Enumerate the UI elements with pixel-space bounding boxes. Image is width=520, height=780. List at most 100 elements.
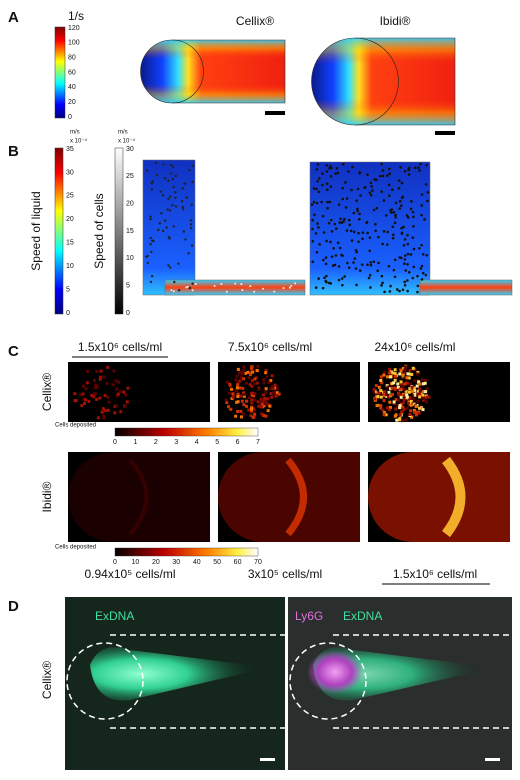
cell: [401, 405, 405, 409]
concentrations: 0.94x10⁵ cells/ml 3x10⁵ cells/ml 1.5x10⁶ c…: [84, 567, 490, 585]
particle: [328, 200, 332, 204]
particle: [189, 226, 193, 230]
scale-bar: [485, 758, 500, 761]
cell: [270, 395, 274, 399]
cell: [103, 393, 107, 397]
particle: [404, 269, 408, 272]
cell: [262, 377, 266, 381]
tick-label: 20: [66, 216, 74, 223]
particle: [416, 290, 419, 294]
cell: [125, 400, 129, 404]
tick-label: 25: [126, 173, 134, 180]
cell: [93, 378, 97, 382]
particle: [161, 229, 165, 233]
cell: [269, 386, 273, 390]
cell: [102, 375, 106, 379]
particle: [146, 261, 149, 265]
cell: [119, 410, 123, 414]
particle: [321, 286, 325, 290]
cell: [277, 392, 281, 396]
particle: [400, 226, 403, 230]
particle: [403, 169, 407, 173]
particle: [392, 268, 396, 272]
particle: [158, 222, 162, 225]
cell: [228, 384, 232, 388]
particle: [393, 221, 397, 225]
particle: [381, 174, 385, 178]
particle: [355, 199, 359, 202]
particle: [368, 273, 372, 277]
particle: [220, 282, 223, 285]
cell: [382, 411, 386, 415]
particle: [341, 197, 345, 201]
inlet-line: [171, 39, 204, 104]
cell: [422, 389, 426, 393]
cell: [264, 371, 268, 375]
particle: [424, 273, 428, 277]
cell: [95, 385, 99, 389]
cell: [250, 403, 254, 407]
cell: [385, 375, 389, 379]
particle: [190, 203, 193, 206]
particle: [366, 231, 369, 235]
cell: [275, 391, 279, 395]
cell: [398, 372, 402, 376]
particle: [386, 230, 389, 234]
cell: [82, 397, 86, 401]
particle: [398, 199, 402, 203]
cell: [98, 375, 102, 379]
particle: [399, 204, 403, 207]
particle: [169, 163, 173, 167]
particle: [420, 243, 423, 247]
colorbar-title: Speed of cells: [92, 193, 106, 268]
particle: [341, 162, 345, 166]
tick-label: 0: [66, 310, 70, 317]
cell: [114, 404, 118, 408]
cell: [250, 398, 254, 402]
cell: [238, 386, 242, 390]
deposition-front: [285, 457, 307, 537]
particle: [317, 177, 321, 180]
particle: [315, 250, 319, 254]
particle: [350, 188, 353, 192]
particle: [409, 253, 413, 256]
particle: [174, 174, 178, 178]
particle: [392, 211, 396, 214]
particle: [357, 231, 360, 235]
particle: [357, 217, 361, 221]
cell: [400, 410, 404, 414]
cell: [397, 418, 401, 422]
particle: [358, 212, 361, 216]
deposition-front: [441, 456, 466, 538]
tick-label: 15: [126, 228, 134, 235]
cell: [415, 410, 419, 414]
particle: [341, 186, 344, 190]
cell: [409, 382, 413, 386]
particle: [317, 226, 320, 229]
cell: [268, 404, 272, 408]
particle: [262, 287, 265, 290]
particle: [348, 223, 352, 227]
cell: [246, 370, 250, 374]
particle: [410, 200, 413, 203]
colorbar-ticks: 0 1 2 3 4 5 6 7: [113, 439, 260, 446]
particle: [369, 193, 373, 197]
particle: [424, 183, 428, 186]
cell: [231, 395, 235, 399]
particle: [343, 217, 346, 221]
cell: [271, 386, 275, 390]
tick-label: 1: [133, 439, 137, 446]
cell: [408, 402, 412, 406]
cell: [250, 407, 254, 411]
cell: [384, 413, 388, 417]
cell: [247, 408, 251, 412]
cell: [270, 374, 274, 378]
tick-label: 30: [126, 146, 134, 153]
particle: [403, 258, 407, 261]
row-label: Ibidi®: [40, 481, 54, 512]
particle: [380, 284, 383, 287]
particle: [294, 282, 297, 285]
cell: [123, 404, 127, 408]
particle: [369, 261, 373, 264]
particle: [345, 229, 349, 232]
